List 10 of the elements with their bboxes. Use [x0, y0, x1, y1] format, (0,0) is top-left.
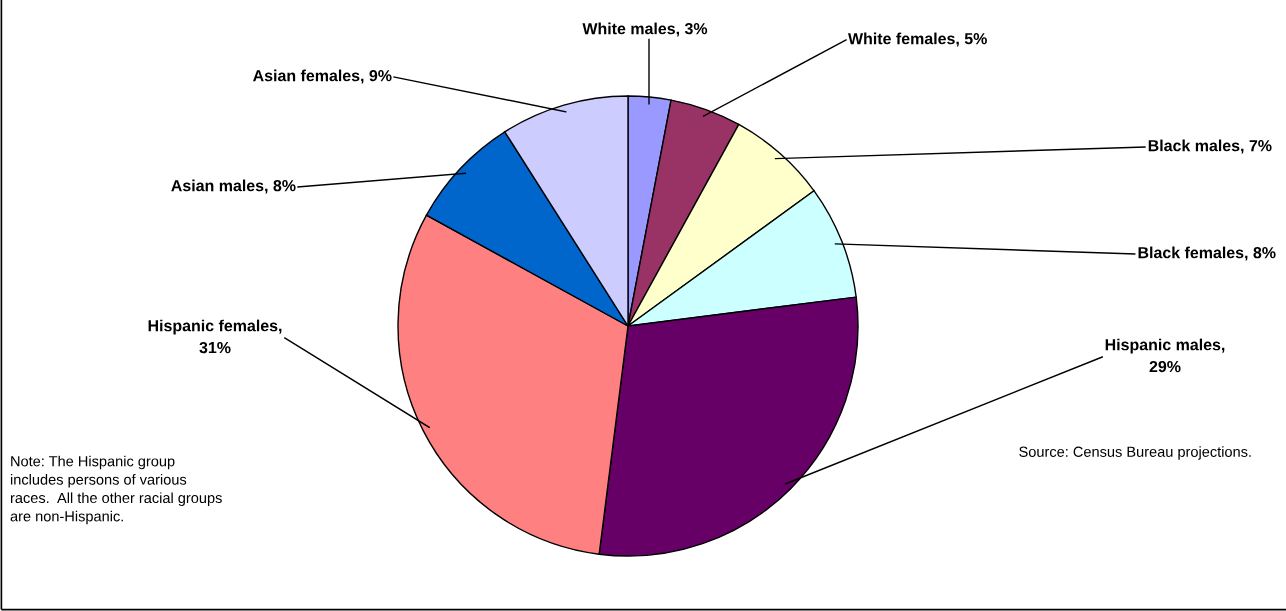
slice-label: Black females, 8%	[1138, 246, 1276, 261]
source-note: Source: Census Bureau projections.	[1019, 446, 1251, 460]
slice-label: Black males, 7%	[1148, 139, 1272, 154]
slice-label: White males, 3%	[582, 22, 708, 37]
slice-label: White females, 5%	[848, 32, 987, 47]
slice-label: Asian males, 8%	[171, 179, 296, 194]
text: Note: The Hispanic group includes persons of various races. All the other racial groups are non-Hispanic.	[10, 455, 222, 525]
slice-label: Hispanic females, 31%	[148, 319, 282, 354]
slice-label: Hispanic males, 29%	[1105, 338, 1225, 373]
slice-label: Asian females, 9%	[253, 69, 392, 84]
